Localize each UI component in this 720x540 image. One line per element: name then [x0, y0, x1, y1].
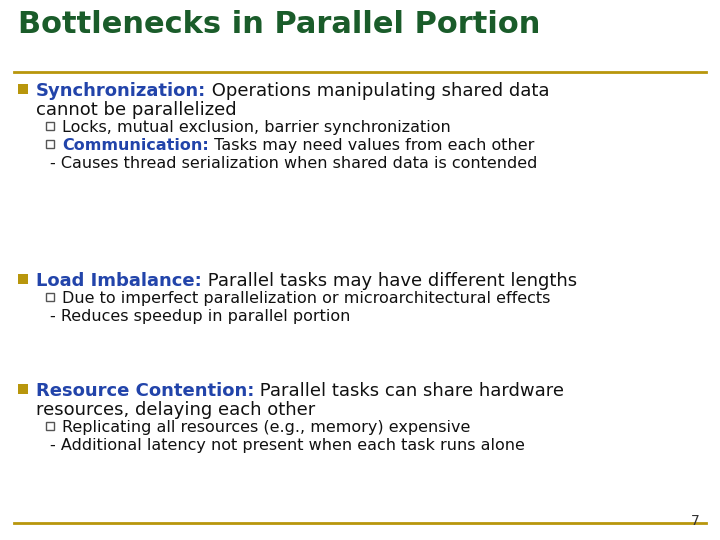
Text: Operations manipulating shared data: Operations manipulating shared data [206, 82, 550, 100]
Bar [18, 274, 28, 284]
Text: Replicating all resources (e.g., memory) expensive: Replicating all resources (e.g., memory)… [62, 420, 470, 435]
Text: 7: 7 [691, 514, 700, 528]
Bar [18, 84, 28, 94]
Bar [18, 384, 28, 394]
Text: Resource Contention:: Resource Contention: [36, 382, 254, 400]
Text: Parallel tasks can share hardware: Parallel tasks can share hardware [254, 382, 564, 400]
Text: Communication:: Communication: [62, 138, 209, 153]
Text: Synchronization:: Synchronization: [36, 82, 206, 100]
Text: - Reduces speedup in parallel portion: - Reduces speedup in parallel portion [50, 309, 351, 325]
Text: Load Imbalance:: Load Imbalance: [36, 272, 202, 290]
Bar [46, 422, 54, 430]
Text: Locks, mutual exclusion, barrier synchronization: Locks, mutual exclusion, barrier synchro… [62, 120, 451, 136]
Text: cannot be parallelized: cannot be parallelized [36, 101, 237, 119]
Text: Tasks may need values from each other: Tasks may need values from each other [209, 138, 534, 153]
Text: Due to imperfect parallelization or microarchitectural effects: Due to imperfect parallelization or micr… [62, 292, 550, 307]
Bar [46, 140, 54, 148]
Text: - Causes thread serialization when shared data is contended: - Causes thread serialization when share… [50, 156, 537, 171]
Text: resources, delaying each other: resources, delaying each other [36, 401, 315, 419]
Text: Parallel tasks may have different lengths: Parallel tasks may have different length… [202, 272, 577, 290]
Text: - Additional latency not present when each task runs alone: - Additional latency not present when ea… [50, 438, 525, 453]
Bar [46, 122, 54, 130]
Text: Bottlenecks in Parallel Portion: Bottlenecks in Parallel Portion [18, 10, 541, 39]
Bar [46, 293, 54, 301]
